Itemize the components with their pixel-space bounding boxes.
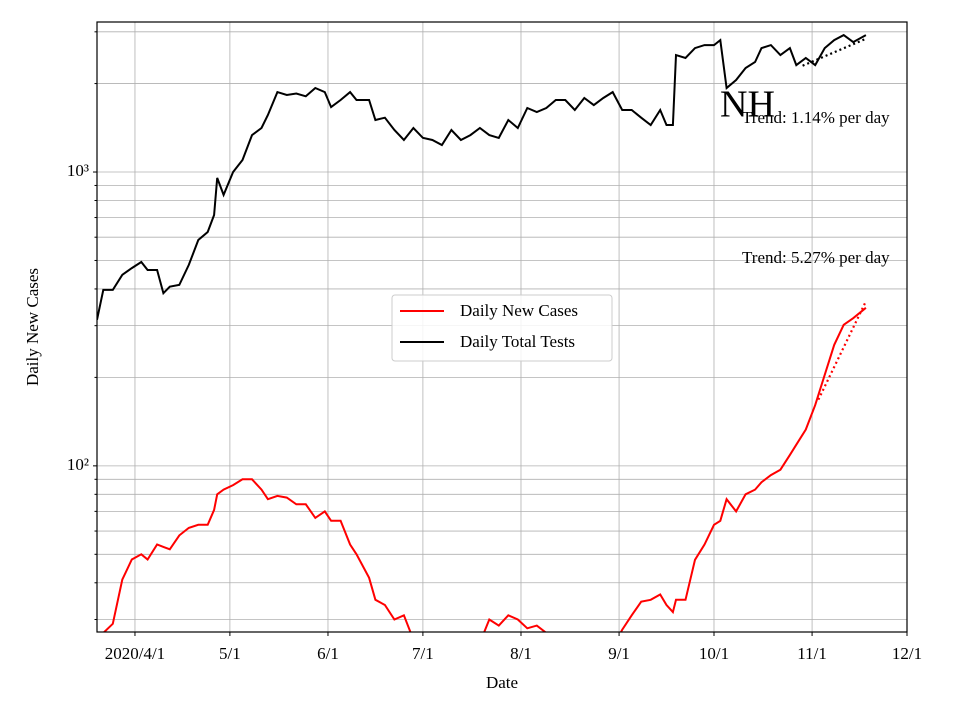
- x-tick-label: 9/1: [608, 644, 630, 663]
- legend: Daily New Cases Daily Total Tests: [391, 294, 613, 362]
- series-line: [97, 33, 867, 321]
- x-tick-label: 8/1: [510, 644, 532, 663]
- x-tick-label: 6/1: [317, 644, 339, 663]
- series-line: [102, 307, 867, 632]
- x-tick-label: 12/1: [892, 644, 922, 663]
- x-tick-label: 2020/4/1: [105, 644, 165, 663]
- trend-line: [802, 37, 867, 67]
- plot-lines: [97, 33, 867, 632]
- legend-label: Daily Total Tests: [460, 332, 575, 351]
- y-tick-label: 10²: [67, 455, 89, 474]
- chart-title: NH: [720, 84, 775, 126]
- trend-line: [817, 300, 867, 401]
- grid: [93, 22, 908, 636]
- legend-label: Daily New Cases: [460, 301, 578, 320]
- trend-label: Trend: 5.27% per day: [742, 248, 890, 267]
- x-tick-label: 7/1: [412, 644, 434, 663]
- x-tick-label: 10/1: [699, 644, 729, 663]
- y-tick-label: 10³: [67, 161, 89, 180]
- y-axis-label: Daily New Cases: [23, 268, 42, 386]
- x-axis-label: Date: [486, 673, 518, 692]
- labels: 10² 10³ 2020/4/1 5/1 6/1 7/1 8/1 9/1 10/1 11/1 12/…: [67, 108, 922, 663]
- trend-label: Trend: 1.14% per day: [742, 108, 890, 127]
- plot-frame: [96, 21, 908, 633]
- x-tick-label: 11/1: [797, 644, 827, 663]
- legend-box: [391, 294, 613, 362]
- x-tick-label: 5/1: [219, 644, 241, 663]
